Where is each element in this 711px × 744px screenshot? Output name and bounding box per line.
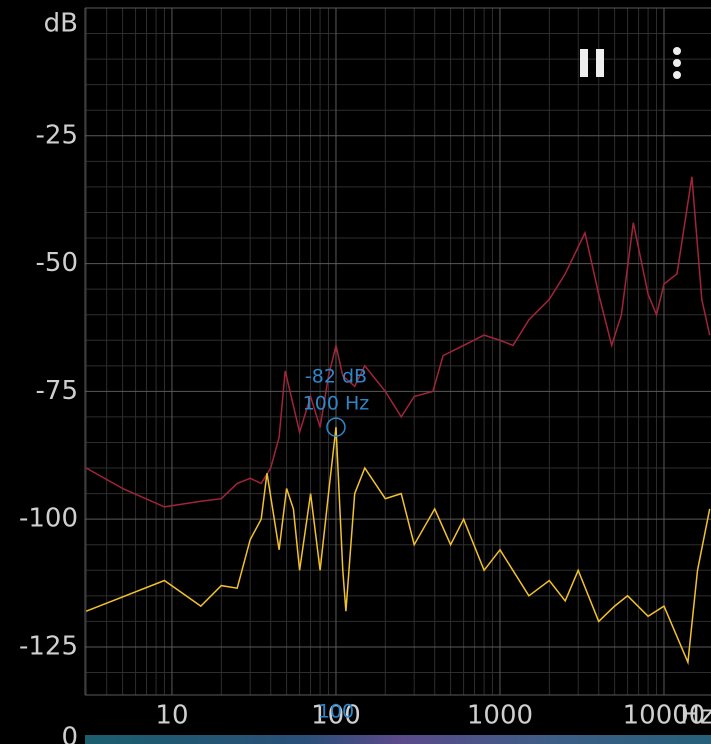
- y-tick-label: -75: [36, 376, 78, 406]
- pause-bar[interactable]: [580, 49, 588, 77]
- pause-button[interactable]: [580, 49, 604, 77]
- x-axis-label: Hz: [680, 701, 711, 731]
- y-tick-label: -50: [36, 248, 78, 278]
- x-tick-label: 10: [155, 701, 188, 731]
- pause-bar[interactable]: [596, 49, 604, 77]
- grid: [84, 7, 711, 696]
- cursor-hz-label: 100 Hz: [303, 393, 370, 415]
- spectrogram-strip: [85, 735, 711, 744]
- menu-button[interactable]: [673, 47, 681, 79]
- cursor-db-label: -82 dB: [305, 366, 367, 388]
- plot: [85, 176, 711, 666]
- menu-dot[interactable]: [673, 71, 681, 79]
- y-axis-label: dB: [44, 9, 78, 39]
- x-tick-label: 100: [311, 701, 361, 731]
- spectrum-line: [85, 176, 711, 508]
- spectrum-line: [85, 427, 711, 666]
- y-tick-label: -125: [19, 631, 78, 661]
- y-tick-label: -25: [36, 120, 78, 150]
- cursor-axis-label: 100: [318, 701, 354, 723]
- x-tick-label: 10000: [623, 701, 706, 731]
- x-tick-label: 1000: [467, 701, 533, 731]
- menu-dot[interactable]: [673, 59, 681, 67]
- y-tick-label: -100: [19, 504, 78, 534]
- cursor-marker: [326, 417, 346, 437]
- menu-dot[interactable]: [673, 47, 681, 55]
- spectrogram-label: 0: [61, 723, 78, 744]
